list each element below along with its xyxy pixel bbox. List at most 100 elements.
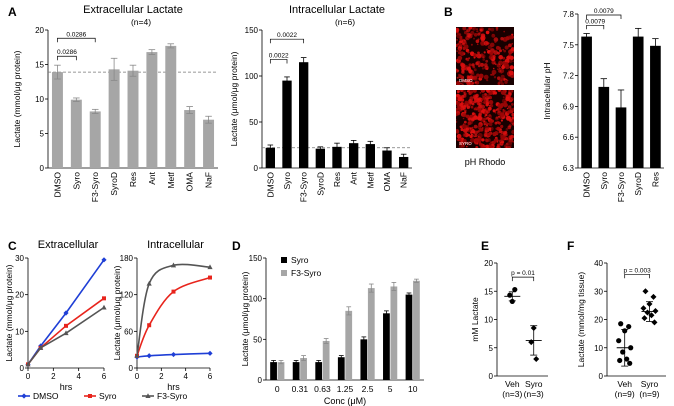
texture-speck <box>486 79 489 82</box>
texture-speck <box>504 45 509 50</box>
texture-speck <box>486 109 490 114</box>
texture-speck <box>495 45 500 50</box>
texture-speck <box>500 124 504 129</box>
texture-speck <box>456 94 461 99</box>
chart-c2-series-syro-line <box>136 276 211 357</box>
texture-speck <box>506 55 511 60</box>
texture-speck <box>474 106 479 110</box>
texture-speck <box>509 55 514 60</box>
texture-speck <box>500 74 505 79</box>
chart-b-significance-1-label: 0.0079 <box>585 18 605 25</box>
texture-speck <box>485 59 489 63</box>
chart-f-group-n-1: (n=9) <box>639 389 659 399</box>
texture-speck <box>460 62 464 67</box>
texture-speck <box>505 133 509 137</box>
texture-speck <box>497 68 499 71</box>
legend-c-f3-syro-marker <box>145 393 151 398</box>
texture-speck <box>499 128 502 131</box>
chart-a2-x-tick-label-6: Metf <box>365 171 375 188</box>
texture-speck <box>504 136 508 141</box>
texture-speck <box>480 40 486 46</box>
chart-e-y-label: mM Lactate <box>470 297 480 342</box>
texture-speck <box>476 30 479 33</box>
panel-label-e: E <box>481 239 489 253</box>
chart-c1-y-tick-label-3: 30 <box>15 254 24 263</box>
texture-speck <box>460 102 464 105</box>
chart-a1-bar-8 <box>203 119 215 168</box>
chart-a1-x-tick-label-2: F3-Syro <box>90 172 100 203</box>
texture-speck <box>503 66 506 69</box>
chart-a1-significance-1-bracket <box>57 55 77 61</box>
chart-a1-y-tick-label-0: 0 <box>40 164 45 173</box>
texture-speck <box>486 116 490 120</box>
chart-c1-x-tick-label-0: 0 <box>26 372 31 381</box>
chart-f-point-syro-4 <box>652 308 659 315</box>
texture-speck <box>497 141 499 143</box>
texture-speck <box>468 91 471 94</box>
texture-speck <box>458 138 462 142</box>
texture-speck <box>510 47 514 52</box>
texture-speck <box>466 141 471 146</box>
chart-d-x-tick-label-3: 1.25 <box>337 384 354 394</box>
texture-speck <box>473 90 477 92</box>
chart-f-point-syro-6 <box>648 312 655 319</box>
texture-speck <box>483 120 485 122</box>
chart-d-bar-syro-4 <box>360 339 368 380</box>
chart-a1-significance-0-label: 0.0286 <box>66 31 86 38</box>
texture-speck <box>466 75 470 79</box>
texture-speck <box>500 119 503 122</box>
texture-speck <box>488 104 491 107</box>
chart-a2-x-tick-label-0: DMSO <box>265 172 275 198</box>
chart-d-bar-syro-3 <box>337 357 345 380</box>
chart-d-x-tick-label-0: 0 <box>275 384 280 394</box>
texture-speck <box>480 104 485 110</box>
texture-speck <box>505 114 508 117</box>
texture-speck <box>480 37 485 42</box>
texture-speck <box>472 27 475 30</box>
chart-d-legend-f3-syro-swatch <box>281 270 287 276</box>
chart-c2-x-tick-label-3: 6 <box>208 372 213 381</box>
texture-speck <box>488 91 492 95</box>
texture-speck <box>485 138 488 141</box>
texture-speck <box>498 63 501 66</box>
texture-speck <box>491 69 497 75</box>
chart-a1-x-tick-label-7: OMA <box>185 172 195 192</box>
texture-speck <box>458 33 462 36</box>
chart-a1-x-tick-label-3: SyroD <box>109 172 119 196</box>
texture-speck <box>500 102 504 107</box>
texture-speck <box>489 42 495 48</box>
chart-b-bar-1 <box>598 86 610 168</box>
chart-a1-bar-4 <box>127 70 139 168</box>
texture-speck <box>473 100 477 104</box>
texture-speck <box>511 116 514 120</box>
texture-speck <box>497 76 501 80</box>
chart-d-bar-syro-1 <box>292 362 300 380</box>
chart-a2-bar-0 <box>265 147 275 168</box>
texture-speck <box>456 76 459 79</box>
chart-c2-title: Intracellular <box>147 239 204 251</box>
chart-c2-y-tick-label-1: 60 <box>124 327 133 336</box>
texture-speck <box>487 132 491 137</box>
chart-c2-series-syro-point-3 <box>208 275 212 280</box>
chart-a1-significance-0-bracket <box>57 37 96 43</box>
texture-speck <box>456 133 462 139</box>
chart-a2-bar-4 <box>332 146 342 168</box>
texture-speck <box>458 73 460 76</box>
texture-speck <box>488 144 493 148</box>
texture-speck <box>489 131 492 134</box>
texture-speck <box>488 55 494 60</box>
legend-c-f3-syro-label: F3-Syro <box>157 391 188 401</box>
chart-d-bar-f3-syro-2 <box>322 340 330 380</box>
chart-c2-series-f3-syro-line <box>136 263 211 356</box>
chart-d-bar-syro-0 <box>270 362 277 380</box>
chart-f-point-syro-5 <box>644 309 651 316</box>
texture-speck <box>471 63 475 67</box>
chart-a2-bar-6 <box>365 144 375 168</box>
texture-speck <box>489 120 492 123</box>
chart-e-x-tick-label-1: Syro <box>525 379 543 389</box>
texture-speck <box>456 50 458 52</box>
texture-speck <box>485 114 488 117</box>
texture-speck <box>468 57 470 59</box>
texture-speck <box>462 117 465 120</box>
texture-speck <box>494 112 497 114</box>
